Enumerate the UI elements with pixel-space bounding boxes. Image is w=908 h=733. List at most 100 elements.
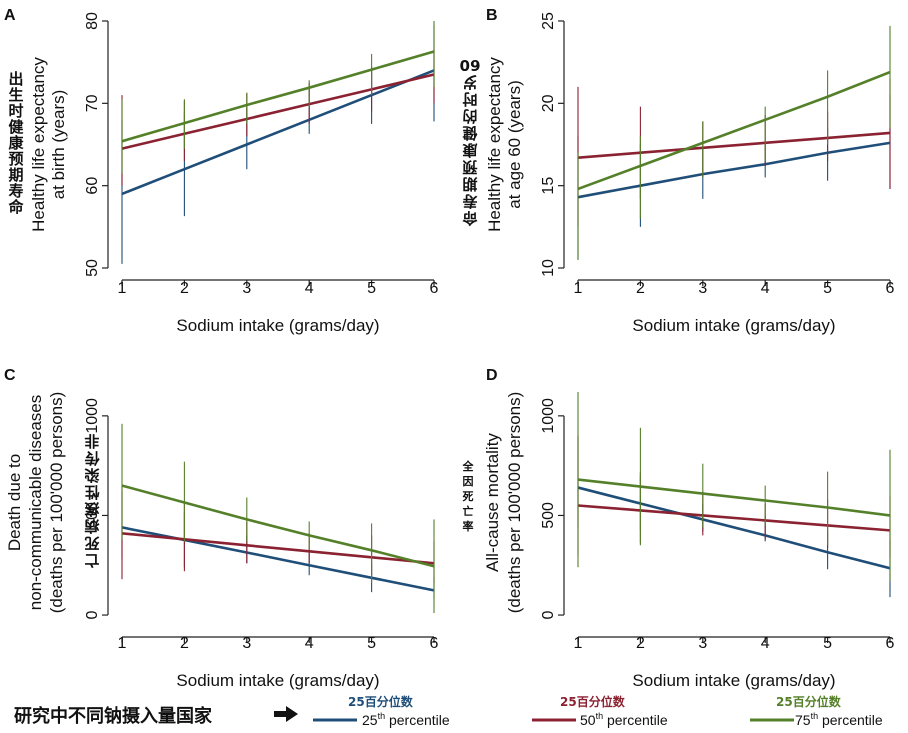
series-line-p75 (121, 484, 435, 568)
chinese-annotation-char: 寿 (462, 192, 477, 210)
series-line-p75 (577, 478, 891, 517)
x-tick-label: 3 (242, 635, 251, 652)
y-axis-label: at age 60 (years) (505, 80, 524, 209)
chinese-annotation-char: 岁 (462, 73, 477, 91)
legend-item-label: 75th percentile (795, 711, 883, 728)
legend-text: percentile (385, 712, 450, 728)
x-tick-label: 4 (305, 635, 314, 652)
y-axis-label: Healthy life expectancy (29, 57, 48, 232)
x-tick-label: 1 (574, 280, 583, 297)
chinese-annotation-char: 病 (84, 517, 99, 535)
x-tick-label: 2 (636, 635, 645, 652)
x-tick-label: 6 (886, 280, 895, 297)
chinese-annotation-char: 染 (84, 466, 101, 484)
series-line-p50 (121, 532, 435, 565)
chinese-annotation-char: 健 (8, 118, 23, 136)
chinese-annotation-char: 时 (462, 90, 477, 108)
series-p50 (121, 49, 435, 186)
panel-letter: C (4, 367, 16, 384)
series-line-p25 (577, 141, 891, 199)
series-p25 (577, 435, 891, 598)
x-tick-label: 1 (118, 635, 127, 652)
y-tick-label: 1000 (540, 398, 557, 434)
legend-sup: th (378, 711, 386, 721)
x-tick-label: 5 (823, 280, 832, 297)
x-tick-label: 4 (761, 635, 770, 652)
chinese-annotation-char: 出 (8, 70, 23, 88)
right-arrow-icon (274, 706, 298, 722)
x-tick-label: 2 (180, 635, 189, 652)
legend-item-cn: 25百分位数 (776, 694, 842, 709)
series-p75 (577, 391, 891, 582)
series-p25 (577, 95, 891, 260)
x-axis-label: Sodium intake (grams/day) (176, 671, 379, 690)
legend-num: 50 (580, 712, 596, 728)
chinese-annotation-char: 预 (462, 158, 477, 176)
y-tick-label: 0 (84, 610, 101, 619)
chinese-annotation-char: 命 (7, 198, 24, 216)
chart-panel-c: C 0 500 1000 1 2 3 4 5 6 Sodium intake (grams/day)… (4, 367, 439, 690)
x-tick-label: 5 (367, 280, 376, 297)
chinese-annotation-char: 因 (463, 475, 474, 488)
y-tick-label: 60 (84, 177, 101, 195)
legend-num: 25 (362, 712, 378, 728)
x-tick-label: 3 (242, 280, 251, 297)
legend-item-label: 25th percentile (362, 711, 450, 728)
legend-item-label: 50th percentile (580, 711, 668, 728)
series-p25 (121, 491, 435, 600)
legend-item-cn: 25百分位数 (348, 694, 414, 709)
series-p25 (121, 25, 435, 264)
chinese-annotation-char: 寿 (8, 182, 23, 200)
legend-item-p50: 25百分位数 50th percentile (532, 694, 668, 728)
x-tick-label: 2 (636, 280, 645, 297)
chinese-annotation-char: 率 (463, 519, 474, 533)
y-axis-label: All-cause mortality (483, 433, 502, 572)
x-tick-label: 3 (698, 635, 707, 652)
y-tick-label: 500 (84, 502, 101, 529)
x-axis-label: Sodium intake (grams/day) (632, 316, 835, 335)
x-tick-label: 4 (761, 280, 770, 297)
y-tick-label: 10 (540, 259, 557, 277)
chinese-annotation-char: 传 (84, 449, 100, 467)
y-tick-label: 70 (84, 94, 101, 112)
chinese-annotation-char: 全 (462, 459, 475, 473)
chinese-annotation-char: 性 (84, 483, 99, 501)
x-tick-label: 4 (305, 280, 314, 297)
chart-panel-d: D 0 500 1000 1 2 3 4 5 6 Sodium intake (grams/day)… (462, 367, 895, 690)
x-tick-label: 1 (118, 280, 127, 297)
panel-letter: B (486, 7, 498, 24)
x-tick-label: 5 (823, 635, 832, 652)
legend-countries-label: 研究中不同钠摄入量国家 (14, 705, 213, 727)
series-p50 (577, 78, 891, 227)
y-tick-label: 80 (84, 12, 101, 30)
chinese-annotation-char: 生 (8, 86, 23, 104)
x-tick-label: 6 (886, 635, 895, 652)
chinese-annotation-char: 康 (8, 134, 24, 152)
legend-item-cn: 25百分位数 (560, 694, 626, 709)
chinese-annotation-char: 死 (84, 534, 99, 552)
chinese-annotation-char: 疾 (84, 500, 100, 518)
chinese-annotation-char: 健 (462, 124, 477, 142)
chinese-annotation-char: 期 (8, 166, 23, 184)
y-axis-label: (deaths per 100'000 persons) (505, 392, 524, 614)
y-axis-label: Death due to (5, 454, 24, 551)
x-axis-label: Sodium intake (grams/day) (632, 671, 835, 690)
legend-sup: th (811, 711, 819, 721)
y-tick-label: 20 (540, 94, 557, 112)
chinese-annotation-char: 的 (462, 107, 477, 125)
y-axis-label: (deaths per 100'000 persons) (47, 392, 66, 614)
chart-panel-a: A 50 60 70 80 1 2 3 4 5 6 Sodium intake (grams/day)… (4, 7, 439, 335)
chinese-annotation-char: 预 (8, 150, 23, 168)
x-tick-label: 5 (367, 635, 376, 652)
series-line-p50 (577, 131, 891, 159)
chinese-annotation-char: 亡 (84, 551, 99, 569)
legend-sup: th (596, 711, 604, 721)
y-tick-label: 500 (540, 502, 557, 529)
x-tick-label: 1 (574, 635, 583, 652)
legend-text: percentile (603, 712, 668, 728)
chinese-annotation-char: 时 (8, 102, 23, 120)
chinese-annotation-char: 亡 (463, 504, 474, 518)
series-p50 (121, 485, 435, 584)
series-line-p50 (121, 73, 435, 150)
